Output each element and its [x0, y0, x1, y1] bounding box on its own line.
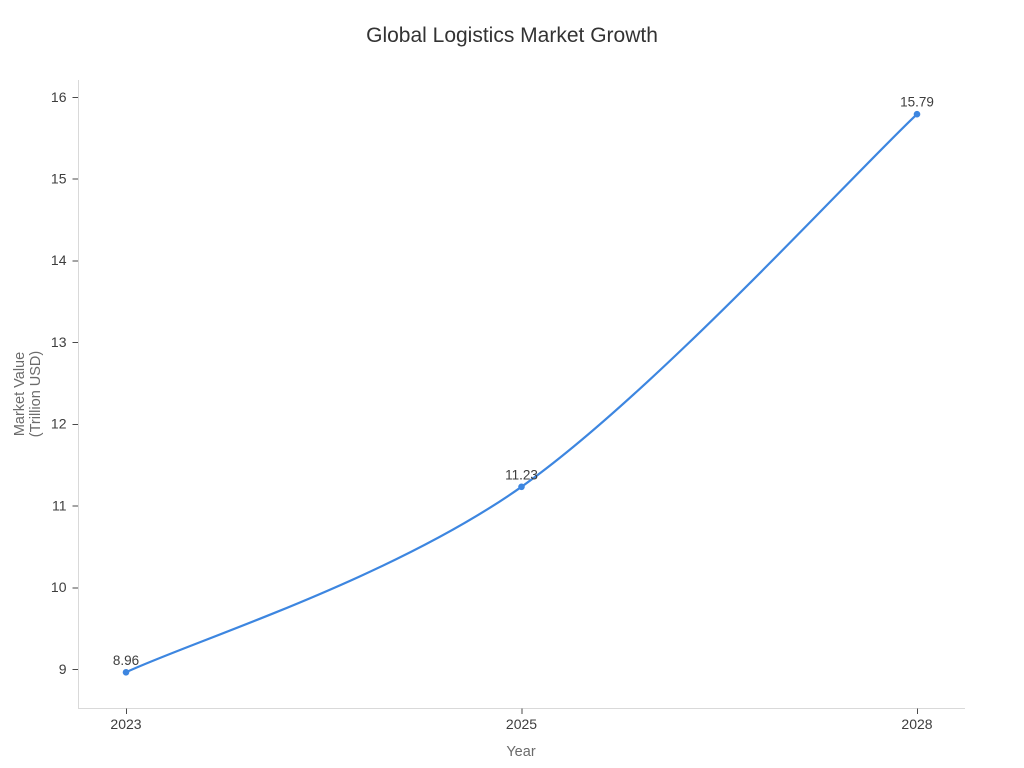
y-axis-title: Market Value (Trillion USD) — [12, 351, 44, 437]
x-tick-label: 2025 — [506, 716, 537, 732]
chart-title: Global Logistics Market Growth — [366, 24, 658, 47]
y-tick-label: 12 — [51, 416, 67, 432]
x-tick-label: 2028 — [901, 716, 932, 732]
data-point-marker — [122, 669, 130, 676]
y-tick-label: 10 — [51, 579, 67, 595]
series-line-path — [124, 113, 919, 674]
data-point-label: 11.23 — [505, 467, 538, 482]
y-tick-label: 15 — [51, 171, 67, 187]
y-tick-label: 16 — [51, 89, 67, 105]
y-axis: 9 10 11 12 13 14 15 16 — [51, 89, 78, 677]
data-point-label: 15.79 — [900, 95, 934, 110]
data-point-marker — [913, 110, 921, 118]
y-axis-title-line2: (Trillion USD) — [28, 351, 44, 437]
y-tick-label: 11 — [52, 497, 67, 513]
y-tick-label: 13 — [51, 334, 67, 350]
x-axis: 2023 2025 2028 — [110, 708, 933, 732]
y-tick-label: 14 — [51, 252, 67, 268]
y-tick-label: 9 — [59, 661, 67, 677]
data-point-marker — [518, 483, 525, 491]
x-axis-title: Year — [506, 744, 535, 760]
x-tick-label: 2023 — [110, 716, 141, 732]
series-market-value: 8.96 11.23 15.79 — [113, 95, 934, 676]
data-point-label: 8.96 — [113, 653, 139, 668]
y-axis-title-line1: Market Value — [12, 352, 28, 436]
